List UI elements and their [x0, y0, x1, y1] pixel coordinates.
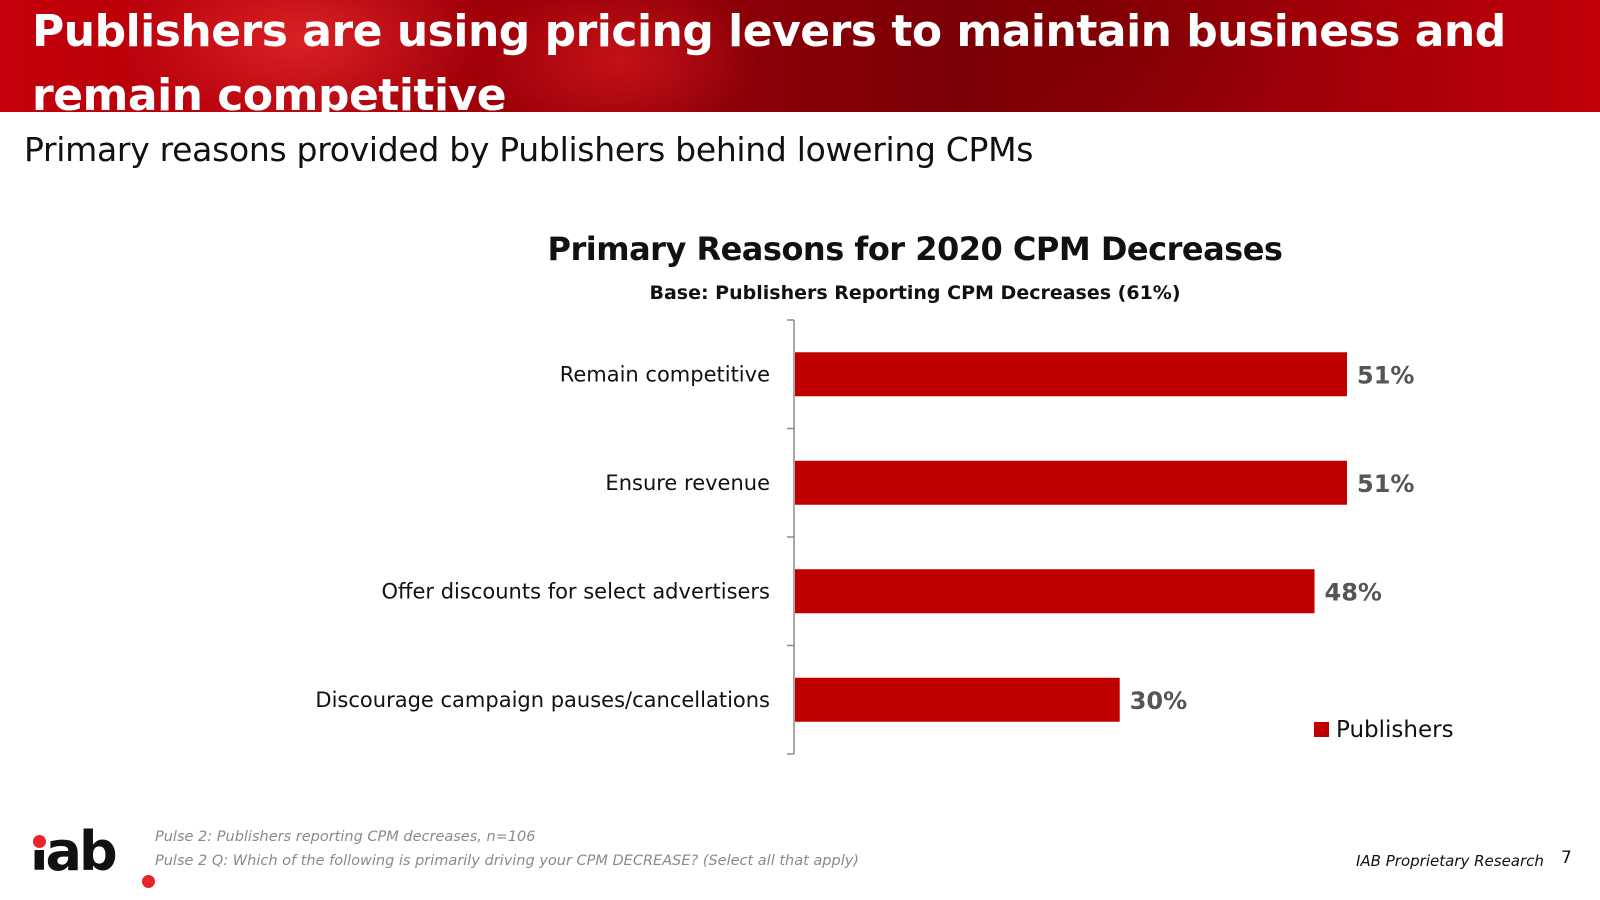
data-label: 48% — [1325, 578, 1382, 606]
bar — [795, 460, 1347, 505]
logo-dot-icon — [33, 835, 46, 848]
slide-subtitle: Primary reasons provided by Publishers b… — [24, 130, 1034, 169]
legend-label: Publishers — [1336, 717, 1454, 743]
bar — [795, 569, 1315, 614]
category-label: Offer discounts for select advertisers — [382, 579, 771, 603]
bar — [795, 352, 1347, 397]
iab-logo: iab — [30, 820, 155, 888]
chart-title: Primary Reasons for 2020 CPM Decreases — [547, 230, 1283, 268]
chart-base-note: Base: Publishers Reporting CPM Decreases… — [649, 282, 1181, 304]
data-label: 51% — [1357, 470, 1414, 498]
header-banner: Publishers are using pricing levers to m… — [0, 0, 1600, 112]
category-label: Ensure revenue — [605, 471, 770, 495]
data-label: 30% — [1130, 687, 1187, 715]
slide-title: Publishers are using pricing levers to m… — [32, 6, 1506, 112]
category-label: Remain competitive — [560, 362, 770, 386]
data-label: 51% — [1357, 361, 1414, 389]
bar — [795, 677, 1120, 722]
logo-period-icon — [142, 875, 155, 888]
category-label: Discourage campaign pauses/cancellations — [315, 688, 770, 712]
page-number: 7 — [1561, 848, 1572, 868]
legend-swatch — [1314, 722, 1329, 737]
footer-label: IAB Proprietary Research — [1356, 852, 1544, 870]
footnote-sample: Pulse 2: Publishers reporting CPM decrea… — [155, 829, 536, 845]
footnote-question: Pulse 2 Q: Which of the following is pri… — [155, 853, 859, 869]
